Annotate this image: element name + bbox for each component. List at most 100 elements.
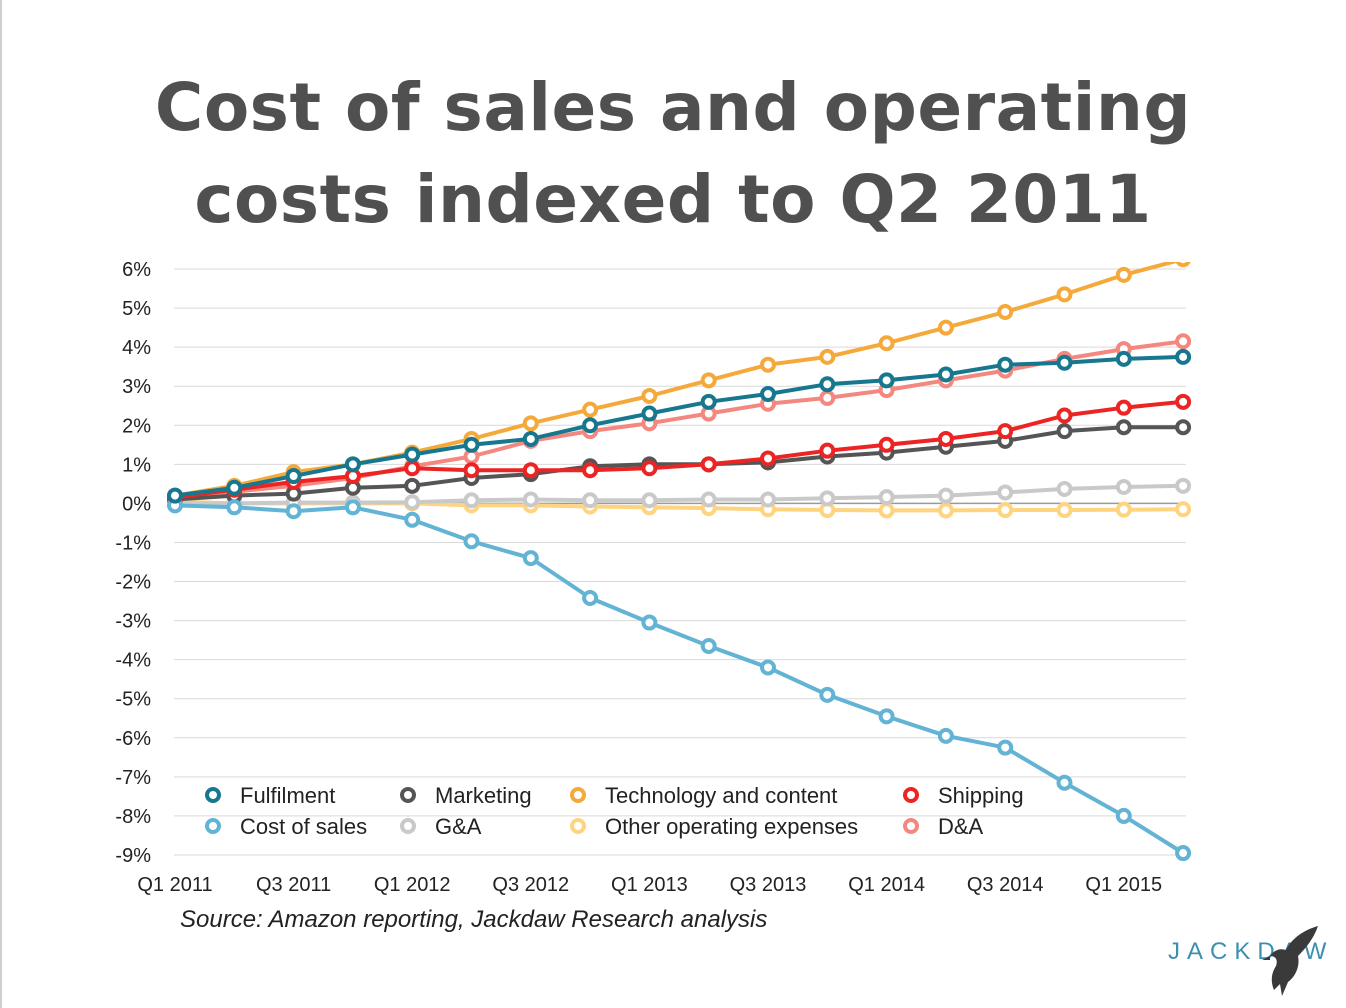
x-tick-label: Q1 2012 <box>374 874 451 896</box>
data-point <box>1056 407 1073 424</box>
y-tick-label: -3% <box>115 611 151 633</box>
data-point <box>937 366 954 383</box>
chart-title-line-1: Cost of sales and operating <box>154 69 1192 146</box>
legend-item: Technology and content <box>570 783 837 808</box>
y-tick-label: -9% <box>115 845 151 867</box>
legend-label: Cost of sales <box>240 814 367 839</box>
x-tick-label: Q1 2013 <box>611 874 688 896</box>
data-point <box>285 503 302 520</box>
data-point <box>878 436 895 453</box>
legend-marker <box>570 818 586 834</box>
data-point <box>404 494 421 511</box>
legend-item: Other operating expenses <box>570 814 858 839</box>
source-note: Source: Amazon reporting, Jackdaw Resear… <box>180 906 768 933</box>
data-point <box>760 659 776 676</box>
data-point <box>700 393 717 410</box>
x-axis: Q1 2011 Q3 2011 Q1 2012 Q3 2012 Q1 2013 Q3 20… <box>137 874 1162 896</box>
data-point <box>819 686 836 703</box>
data-point <box>641 387 658 404</box>
data-point <box>522 430 539 447</box>
y-tick-label: -1% <box>115 532 151 554</box>
slide-edge <box>0 0 2 1008</box>
data-point <box>997 356 1014 373</box>
data-point <box>582 401 599 418</box>
legend-item: D&A <box>903 814 984 839</box>
data-point <box>878 489 895 506</box>
jackdaw-bird-icon <box>1262 926 1318 996</box>
y-tick-label: -5% <box>115 689 151 711</box>
series-layer <box>167 262 1192 862</box>
data-point <box>819 348 836 365</box>
x-tick-label: Q3 2011 <box>256 874 331 896</box>
x-tick-label: Q3 2014 <box>967 874 1044 896</box>
series-shipping <box>167 393 1192 506</box>
data-point <box>1115 478 1132 495</box>
legend-marker <box>205 818 221 834</box>
data-point <box>819 490 836 507</box>
legend-marker <box>400 818 416 834</box>
data-point <box>1056 354 1073 371</box>
series-line <box>173 425 1186 502</box>
data-point <box>700 637 717 654</box>
series-fulfilment <box>167 348 1192 504</box>
data-point <box>582 492 599 509</box>
series-marketing <box>167 419 1192 508</box>
x-tick-label: Q1 2015 <box>1085 874 1162 896</box>
data-point <box>819 389 836 406</box>
data-point <box>1175 845 1192 862</box>
data-point <box>1115 807 1132 824</box>
data-point <box>997 423 1014 440</box>
legend-label: Fulfilment <box>240 783 335 808</box>
series-line <box>173 399 1186 500</box>
series-line <box>173 262 1181 498</box>
data-point <box>760 450 776 467</box>
data-point <box>937 487 954 504</box>
data-point <box>522 415 539 432</box>
data-point <box>522 491 539 508</box>
data-point <box>1175 348 1192 365</box>
data-point <box>1115 266 1132 283</box>
data-point <box>641 614 658 631</box>
data-point <box>997 484 1014 501</box>
legend-item: G&A <box>400 814 482 839</box>
data-point <box>582 462 599 479</box>
data-point <box>167 487 183 504</box>
y-tick-label: -8% <box>115 806 151 828</box>
data-point <box>582 589 599 606</box>
data-point <box>1056 774 1073 791</box>
data-point <box>878 502 895 519</box>
x-tick-label: Q1 2014 <box>848 874 925 896</box>
data-point <box>641 492 658 509</box>
y-tick-label: 2% <box>122 415 151 437</box>
series-cost-of-sales <box>167 497 1192 862</box>
data-point <box>1115 399 1132 416</box>
data-point <box>878 372 895 389</box>
legend-marker <box>903 787 919 803</box>
data-point <box>463 462 480 479</box>
y-axis: 6% 5% 4% 3% 2% 1% 0% -1% -2% -3% -4% -5% -6% -7% -8% -9… <box>115 259 151 867</box>
legend: Fulfilment Marketing Technology and conten… <box>205 783 1024 839</box>
legend-marker <box>570 787 586 803</box>
legend-label: Shipping <box>938 783 1024 808</box>
data-point <box>760 491 776 508</box>
legend-label: D&A <box>938 814 984 839</box>
legend-marker <box>400 787 416 803</box>
data-point <box>1175 333 1192 350</box>
data-point <box>819 376 836 393</box>
data-point <box>285 468 302 485</box>
data-point <box>700 372 717 389</box>
legend-item: Fulfilment <box>205 783 335 808</box>
data-point <box>1056 286 1073 303</box>
data-point <box>582 417 599 434</box>
data-point <box>641 460 658 477</box>
series-line <box>173 483 1186 506</box>
data-point <box>1175 501 1192 518</box>
legend-label: Marketing <box>435 783 532 808</box>
y-tick-label: 6% <box>122 259 151 281</box>
y-tick-label: 0% <box>122 493 151 515</box>
legend-item: Cost of sales <box>205 814 367 839</box>
legend-marker <box>205 787 221 803</box>
series-line <box>173 339 1186 502</box>
data-point <box>760 386 776 403</box>
